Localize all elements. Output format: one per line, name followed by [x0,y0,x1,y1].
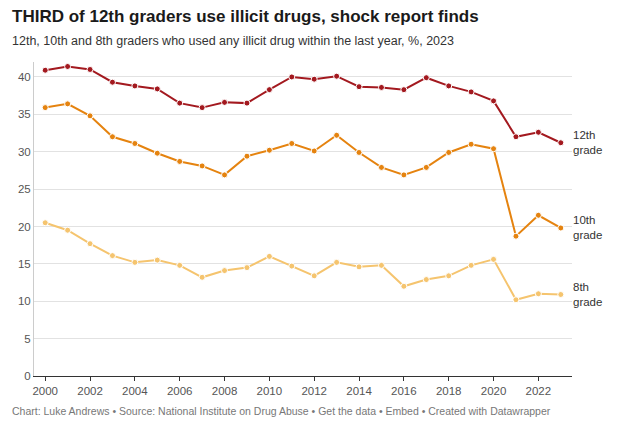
svg-text:10thgrade: 10thgrade [573,214,602,241]
svg-text:40: 40 [18,71,31,83]
svg-text:15: 15 [18,258,31,270]
svg-text:2008: 2008 [212,385,238,397]
svg-text:2022: 2022 [526,385,552,397]
html-text:THIRD of 12th graders use illi: THIRD of 12th graders use illicit drugs,… [12,7,479,26]
svg-text:8thgrade: 8thgrade [573,281,602,308]
svg-text:10: 10 [18,295,31,307]
html-text:12th, 10th and 8th graders who: 12th, 10th and 8th graders who used any … [12,34,454,48]
html-text:Chart: Luke Andrews • Source:: Chart: Luke Andrews • Source: National I… [12,405,551,417]
svg-text:20: 20 [18,221,31,233]
svg-text:2000: 2000 [32,385,58,397]
svg-text:2010: 2010 [257,385,283,397]
svg-text:2006: 2006 [167,385,193,397]
svg-text:25: 25 [18,183,31,195]
svg-text:2016: 2016 [391,385,417,397]
svg-text:2012: 2012 [301,385,327,397]
svg-text:5: 5 [24,333,30,345]
svg-text:35: 35 [18,108,31,120]
svg-text:2018: 2018 [436,385,462,397]
svg-text:2002: 2002 [77,385,103,397]
svg-text:12thgrade: 12thgrade [573,129,602,156]
svg-text:2004: 2004 [122,385,148,397]
svg-text:0: 0 [24,370,30,382]
svg-text:2014: 2014 [346,385,372,397]
svg-text:30: 30 [18,146,31,158]
svg-text:2020: 2020 [481,385,507,397]
